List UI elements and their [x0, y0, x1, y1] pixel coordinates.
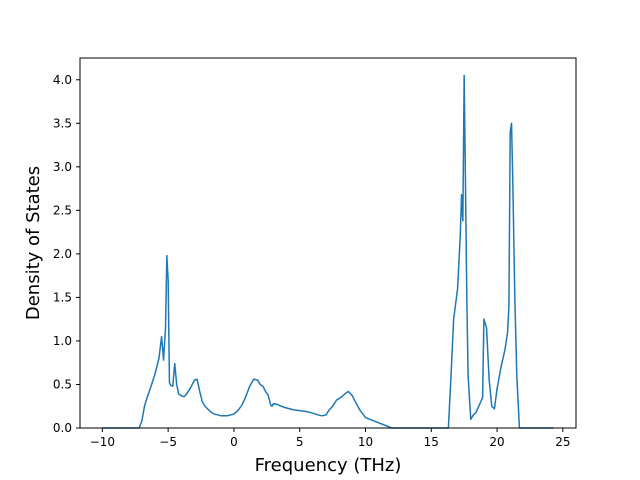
x-tick-label: 25	[555, 435, 570, 449]
x-tick-label: −10	[90, 435, 115, 449]
x-tick-label: 20	[489, 435, 504, 449]
y-tick-label: 3.0	[53, 160, 72, 174]
x-tick-label: 15	[424, 435, 439, 449]
y-tick-label: 1.5	[53, 290, 72, 304]
x-tick-label: −5	[159, 435, 177, 449]
y-axis-title: Density of States	[23, 166, 44, 320]
x-tick-label: 5	[296, 435, 304, 449]
x-tick-label: 10	[358, 435, 373, 449]
x-axis-title: Frequency (THz)	[255, 455, 402, 476]
y-tick-label: 2.0	[53, 247, 72, 261]
dos-series-line	[102, 74, 554, 429]
y-tick-label: 4.0	[53, 73, 72, 87]
y-tick-label: 2.5	[53, 203, 72, 217]
y-tick-label: 0.5	[53, 377, 72, 391]
y-tick-label: 3.5	[53, 116, 72, 130]
y-tick-label: 1.0	[53, 334, 72, 348]
y-tick-label: 0.0	[53, 421, 72, 435]
plot-frame	[79, 57, 577, 429]
series-layer	[102, 74, 554, 429]
x-tick-label: 0	[230, 435, 238, 449]
ticks-layer: −10 −5 0 5 10 15 20 25 0.0 0.5 1.0 1.5 2.0 2.5 3.0 3.5 4…	[53, 73, 571, 449]
